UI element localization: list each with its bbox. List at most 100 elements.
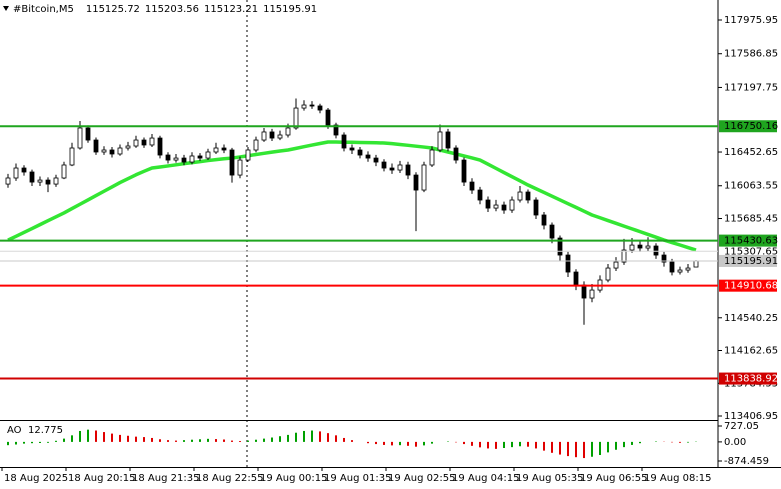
candle-body [645,245,651,249]
candle-body [629,244,635,251]
candle-body [165,154,171,161]
candle-body [533,199,539,216]
candle-body [333,124,339,136]
candle-body [269,131,275,139]
candle-body [677,269,683,273]
candle-body [317,105,323,111]
candle-body [77,127,83,149]
candle-body [565,254,571,273]
candle-body [149,137,155,146]
candle-body [229,149,235,176]
candle-body [461,159,467,183]
x-tick-label: 19 Aug 01:35 [324,473,391,484]
header-close: 115195.91 [263,4,317,15]
candle-body [517,191,523,201]
y-tick-label: 116452.65 [724,147,778,158]
candle-body [93,139,99,153]
candle-body [61,164,67,179]
candle-body [429,149,435,166]
candle-body [221,147,227,151]
current-price-box [719,254,777,267]
candle-body [277,134,283,139]
level-label-box [719,120,777,133]
ask-label: 115307.65 [724,246,778,257]
candle-body [389,167,395,171]
candle-body [581,284,587,299]
candle-body [469,181,475,191]
candle-body [5,177,11,185]
level-label: 115430.63 [724,236,778,247]
candle-body [637,244,643,249]
y-tick-label: 117975.95 [724,15,778,26]
y-tick-label: 114540.25 [724,313,778,324]
header-open: 115125.72 [86,4,140,15]
candle-body [621,249,627,263]
candle-body [413,174,419,191]
level-label: 116750.16 [724,121,778,132]
level-label-box [719,279,777,292]
candle-body [349,147,355,151]
indicator-tick-label: 727.05 [724,421,759,432]
indicator-value: 12.775 [28,425,63,436]
x-tick-label: 18 Aug 20:15 [68,473,135,484]
candle-body [613,261,619,269]
candle-body [293,107,299,129]
candle-body [685,267,691,271]
candle-body [573,271,579,286]
candle-body [253,139,259,151]
x-tick-label: 19 Aug 08:15 [644,473,711,484]
level-label: 113838.92 [724,374,778,385]
candle-body [69,147,75,166]
candle-body [109,149,115,155]
candle-body [373,157,379,163]
candle-body [525,191,531,201]
candle-body [189,155,195,163]
candle-body [301,104,307,109]
candle-body [501,204,507,211]
x-tick-label: 18 Aug 21:35 [132,473,199,484]
level-label-box [719,234,777,247]
candle-body [341,134,347,149]
candle-body [357,149,363,156]
candle-body [493,204,499,209]
candle-body [285,127,291,136]
current-price-label: 115195.91 [724,256,778,267]
candle-body [453,147,459,161]
candle-body [45,179,51,185]
candle-body [37,179,43,183]
candle-body [197,155,203,159]
y-tick-label: 117586.85 [724,49,778,60]
y-tick-label: 114162.65 [724,346,778,357]
candle-body [405,164,411,176]
candle-body [509,199,515,211]
candle-body [589,289,595,299]
x-tick-label: 18 Aug 2025 [4,473,68,484]
candle-body [13,167,19,179]
candle-body [549,224,555,239]
candle-body [661,254,667,263]
candle-body [21,167,27,173]
indicator-name: AO [7,425,22,436]
candle-body [325,109,331,126]
candle-body [133,139,139,147]
indicator-tick-label: -874.459 [724,456,769,467]
candle-body [421,164,427,191]
x-tick-label: 19 Aug 06:55 [580,473,647,484]
candle-body [653,245,659,256]
header-icon [3,6,9,11]
candle-body [141,139,147,146]
candle-body [605,267,611,281]
candle-body [485,199,491,209]
candle-body [245,149,251,161]
level-label: 114910.68 [724,281,778,292]
header-high: 115203.56 [145,4,199,15]
candle-body [557,237,563,256]
candle-body [397,164,403,171]
candle-body [117,147,123,155]
header-low: 115123.21 [204,4,258,15]
x-tick-label: 18 Aug 22:55 [196,473,263,484]
candle-body [213,147,219,153]
